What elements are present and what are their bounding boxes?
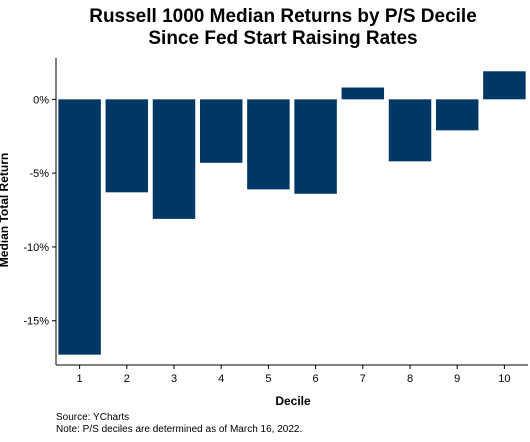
x-tick-label: 7: [360, 373, 366, 385]
y-tick-label: -10%: [23, 242, 49, 254]
x-axis: 1 2 3 4 5 6 7 8 9 10: [56, 364, 528, 385]
x-axis-label: Decile: [275, 394, 311, 408]
y-axis-label: Median Total Return: [0, 153, 11, 267]
x-tick-label: 10: [498, 373, 510, 385]
x-tick-label: 3: [171, 373, 177, 385]
bar-decile-10: [483, 71, 526, 100]
bar-decile-7: [341, 87, 385, 100]
chart-title: Russell 1000 Median Returns by P/S Decil…: [89, 6, 477, 27]
bar-decile-6: [294, 99, 337, 194]
footnote: Note: P/S deciles are determined as of M…: [56, 424, 302, 435]
x-tick-label: 9: [454, 373, 460, 385]
bar-decile-4: [199, 99, 243, 163]
bars-group: [58, 71, 526, 355]
x-tick-label: 4: [218, 373, 224, 385]
bar-decile-9: [435, 99, 479, 131]
y-axis: 0% -5% -10% -15%: [23, 58, 57, 365]
bar-decile-3: [152, 99, 196, 219]
bar-decile-1: [58, 99, 101, 355]
y-tick-label: -5%: [29, 168, 49, 180]
bar-decile-5: [247, 99, 290, 190]
bar-decile-8: [388, 99, 432, 162]
x-tick-label: 8: [407, 373, 413, 385]
y-tick-label: -15%: [23, 316, 49, 328]
y-tick-label: 0%: [33, 94, 49, 106]
x-tick-label: 5: [265, 373, 271, 385]
x-tick-label: 6: [313, 373, 319, 385]
bar-decile-2: [105, 99, 149, 193]
source-note: Source: YCharts: [56, 412, 129, 423]
x-tick-label: 2: [124, 373, 130, 385]
x-tick-label: 1: [77, 373, 83, 385]
chart-subtitle: Since Fed Start Raising Rates: [148, 28, 417, 49]
